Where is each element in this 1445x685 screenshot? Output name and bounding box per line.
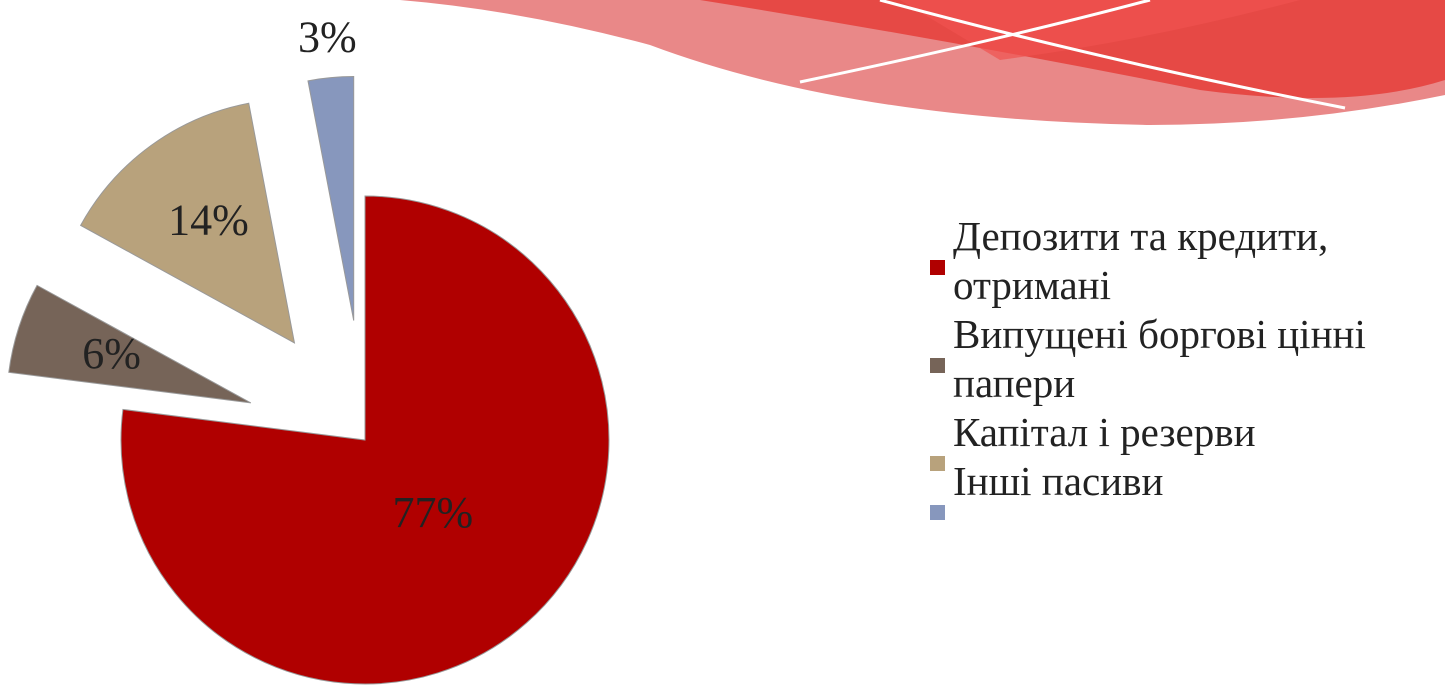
pie-slice <box>308 77 354 321</box>
legend-label: Випущені боргові цінні папери <box>953 311 1366 406</box>
legend-label: Капітал і резерви <box>953 409 1256 455</box>
legend-item: Випущені боргові цінні папери <box>925 310 1435 408</box>
legend-swatch <box>930 505 945 520</box>
legend-label: Депозити та кредити, отримані <box>953 213 1328 308</box>
legend-item: Капітал і резерви <box>925 408 1435 457</box>
page: 77% 6% 14% 3% Депозити та кредити, отримані… <box>0 0 1445 685</box>
data-label: 14% <box>168 196 249 245</box>
legend-label: Інші пасиви <box>953 458 1163 504</box>
legend-swatch <box>930 358 945 373</box>
legend-item: Депозити та кредити, отримані <box>925 212 1435 310</box>
data-label: 3% <box>298 12 357 61</box>
pie: 77% 6% 14% 3% <box>9 12 609 684</box>
data-label: 6% <box>82 329 141 378</box>
data-label: 77% <box>392 488 473 537</box>
legend-item: Інші пасиви <box>925 457 1435 506</box>
decoration <box>400 0 1445 125</box>
legend-swatch <box>930 260 945 275</box>
